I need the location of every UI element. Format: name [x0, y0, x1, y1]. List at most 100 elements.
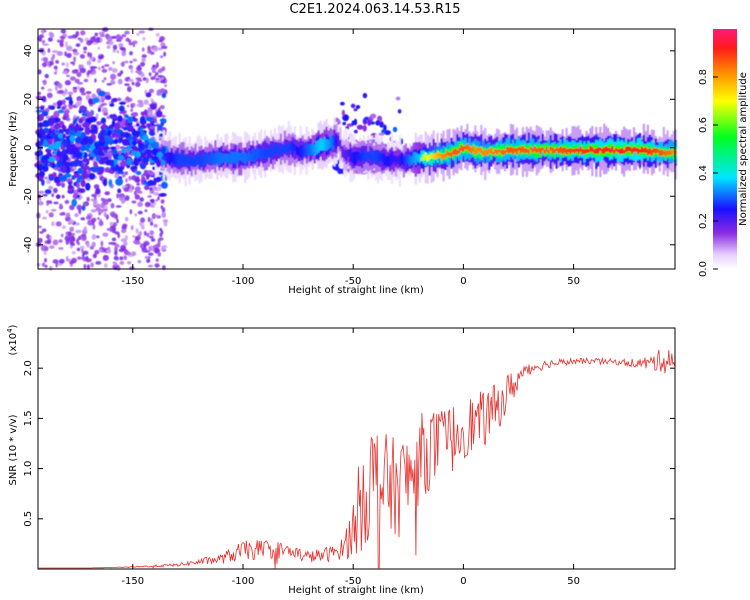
heatmap-cell [121, 50, 126, 57]
heatmap-cell [95, 155, 101, 162]
heatmap-cell [73, 51, 80, 56]
heatmap-cell [140, 217, 146, 223]
heatmap-cell [134, 177, 141, 183]
heatmap-cell [132, 40, 138, 45]
heatmap-cell [379, 121, 384, 128]
heatmap-cell [367, 119, 372, 126]
heatmap-cell [101, 65, 105, 69]
colorbar-tick-label: 0.6 [698, 117, 709, 133]
heatmap-cell [59, 203, 63, 209]
heatmap-cell [111, 120, 116, 128]
heatmap-cell [605, 146, 608, 152]
heatmap-cell [148, 235, 154, 239]
heatmap-cell [40, 244, 47, 248]
heatmap-cell [58, 89, 65, 95]
heatmap-cell [86, 72, 90, 76]
heatmap-cell [81, 205, 86, 211]
heatmap-cell [557, 148, 560, 154]
heatmap-cell [242, 152, 245, 163]
heatmap-cell [134, 186, 141, 192]
heatmap-cell [158, 107, 161, 112]
snr-y-label: SNR (10 * v/v) [8, 414, 19, 485]
heatmap-cell [152, 64, 156, 68]
heatmap-cell [155, 199, 159, 202]
heatmap-cell [513, 148, 517, 153]
heatmap-cell [174, 153, 177, 167]
heatmap-cell [97, 55, 103, 60]
heatmap-cell [42, 216, 48, 220]
heatmap-cell [527, 149, 530, 155]
heatmap-cell [658, 150, 661, 157]
heatmap-cell [82, 122, 90, 128]
heatmap-cell [99, 135, 105, 143]
heatmap-cell [44, 258, 47, 263]
heatmap-cell [408, 155, 411, 167]
heatmap-cell [654, 148, 657, 154]
heatmap-cell [490, 147, 493, 154]
heatmap-cell [37, 164, 43, 172]
spectrogram-heatmap [34, 27, 677, 271]
heatmap-cell [111, 68, 118, 73]
heatmap-cell [147, 138, 155, 144]
heatmap-cell [254, 149, 257, 163]
heatmap-cell [55, 60, 59, 64]
heatmap-cell [41, 179, 45, 186]
heatmap-cell [52, 50, 58, 54]
heatmap-cell [609, 148, 612, 154]
heatmap-cell [76, 71, 82, 78]
heatmap-cell [515, 148, 519, 155]
heatmap-cell [551, 147, 554, 154]
heatmap-cell [159, 118, 167, 123]
heatmap-cell [136, 103, 141, 107]
heatmap-cell [38, 36, 42, 42]
heatmap-cell [595, 148, 598, 154]
heatmap-cell [61, 194, 65, 199]
heatmap-cell [135, 123, 140, 127]
heatmap-cell [163, 51, 167, 57]
heatmap-cell [244, 152, 247, 165]
heatmap-cell [111, 81, 116, 85]
heatmap-cell [120, 244, 126, 250]
y-tick-label: 1.5 [23, 410, 34, 426]
x-tick-label: 50 [567, 576, 580, 587]
chart-title: C2E1.2024.063.14.53.R15 [289, 2, 461, 17]
heatmap-cell [111, 148, 118, 155]
heatmap-cell [62, 70, 69, 75]
heatmap-cell [91, 193, 98, 198]
heatmap-cell [311, 143, 314, 155]
heatmap-cell [121, 34, 127, 38]
heatmap-cell [478, 147, 481, 159]
heatmap-cell [148, 171, 155, 176]
heatmap-cell [93, 184, 100, 190]
heatmap-cell [537, 147, 540, 153]
heatmap-cell [91, 166, 99, 173]
heatmap-cell [89, 52, 93, 58]
heatmap-cell [130, 225, 134, 231]
heatmap-cell [115, 178, 123, 186]
heatmap-cell [48, 212, 54, 218]
heatmap-cell [416, 153, 419, 162]
heatmap-cell [599, 147, 602, 152]
heatmap-cell [57, 133, 64, 139]
heatmap-cell [230, 152, 233, 165]
heatmap-cell [188, 155, 191, 166]
heatmap-cell [91, 234, 97, 240]
heatmap-cell [357, 151, 360, 161]
heatmap-cell [236, 152, 239, 164]
heatmap-cell [104, 64, 110, 67]
heatmap-cell [509, 146, 513, 153]
heatmap-cell [587, 149, 590, 153]
heatmap-cell [119, 47, 126, 50]
heatmap-cell [285, 144, 288, 153]
heatmap-cell [263, 148, 267, 159]
heatmap-cell [60, 29, 67, 34]
heatmap-cell [90, 66, 93, 72]
heatmap-cell [35, 141, 42, 148]
heatmap-cell [335, 134, 338, 149]
heatmap-cell [369, 149, 372, 161]
heatmap-cell [87, 51, 90, 58]
heatmap-cell [118, 137, 123, 143]
heatmap-cell [147, 49, 153, 54]
heatmap-cell [90, 198, 97, 202]
heatmap-cell [106, 115, 111, 120]
